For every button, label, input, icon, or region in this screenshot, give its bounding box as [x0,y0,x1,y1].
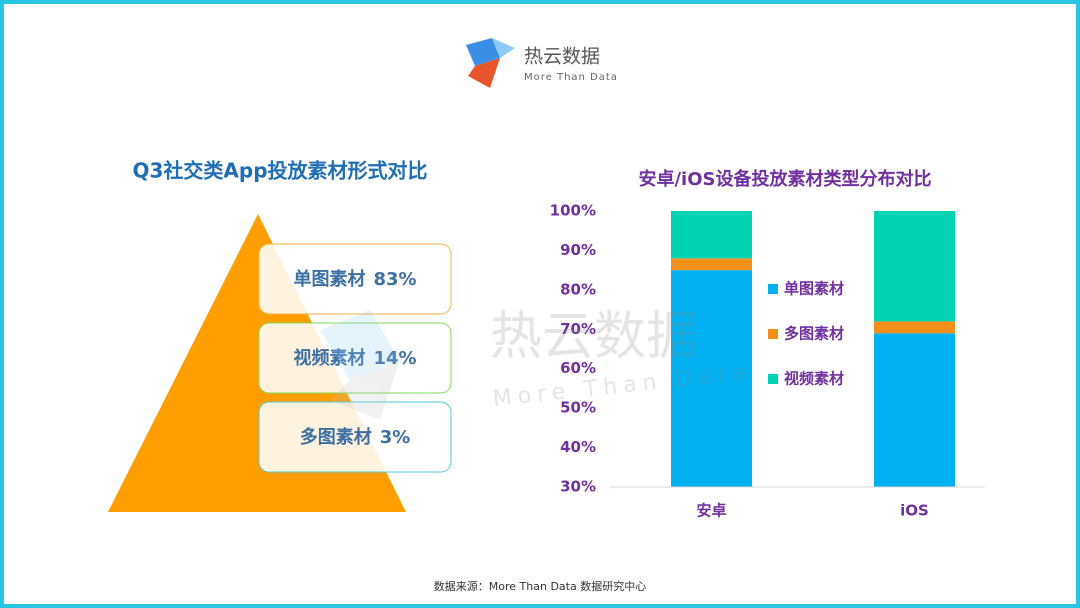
chart-title: Q3社交类App投放素材形式对比 [132,159,427,183]
watermark: 热云数据 More Than Data [320,307,753,420]
legend-label: 单图素材 [784,280,844,298]
label-box [258,243,452,315]
value-label: 83% [373,269,416,290]
label-box [258,322,452,394]
watermark-logo: 热云数据 [490,307,698,367]
y-tick-label: 30% [560,478,596,496]
y-tick-label: 60% [560,359,596,377]
category-name: 单图素材 [293,268,365,290]
bar-segment [874,321,955,334]
category-name: 视频素材 [293,347,365,369]
y-tick-label: 40% [560,438,596,456]
chart-title: 安卓/iOS设备投放素材类型分布对比 [638,168,931,190]
label-text: 单图素材 83% [293,268,416,290]
value-label: 14% [373,348,416,369]
y-tick-label: 100% [550,202,596,220]
bar-segment [874,211,955,322]
bar-segment [671,258,752,271]
label-text: 视频素材 14% [293,347,416,369]
right-chart: 安卓/iOS设备投放素材类型分布对比 30% 40% 50% 60% 70% 80% 90% 1… [550,168,985,520]
label-text: 多图素材 3% [300,426,411,448]
legend-swatch [768,284,778,294]
bar-segment [671,211,752,259]
legend-label: 视频素材 [784,370,844,388]
y-tick-label: 90% [560,241,596,259]
source-note: 数据来源：More Than Data 数据研究中心 [434,579,646,593]
x-tick-label: 安卓 [696,502,726,520]
category-name: 多图素材 [300,426,372,448]
bar-segment [671,270,752,487]
legend-label: 多图素材 [784,325,844,343]
value-label: 3% [380,427,411,448]
legend-swatch [768,374,778,384]
y-tick-label: 80% [560,280,596,298]
label-box [258,401,452,473]
logo-icon [466,38,515,88]
x-tick-label: iOS [900,502,929,520]
y-tick-label: 50% [560,399,596,417]
bar-segment [874,333,955,487]
legend-swatch [768,329,778,339]
logo-tagline: More Than Data [524,72,618,83]
logo-text: 热云数据 [524,46,600,68]
y-tick-label: 70% [560,320,596,338]
